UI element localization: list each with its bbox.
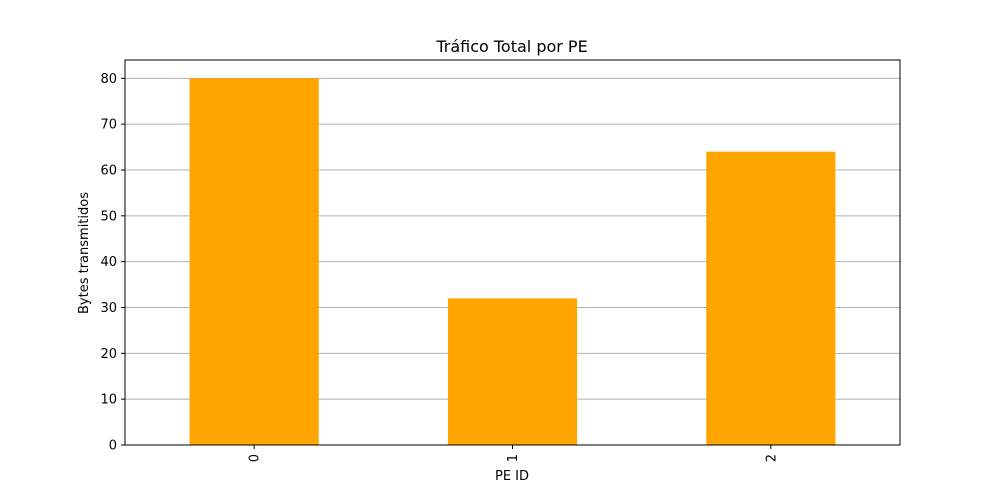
- y-tick-label: 0: [109, 439, 117, 454]
- bar-pe-2: [706, 151, 836, 445]
- bar-pe-1: [447, 298, 578, 445]
- x-tick-label: 1: [506, 454, 521, 462]
- y-axis-label: Bytes transmitidos: [77, 192, 92, 314]
- y-tick-label: 20: [100, 347, 117, 362]
- y-axis-ticks: 0 10 20 30 40 50 60 70 80: [100, 72, 125, 454]
- bars: [189, 78, 836, 445]
- y-tick-label: 40: [100, 255, 117, 270]
- x-axis-label: PE ID: [495, 469, 529, 484]
- y-tick-label: 60: [100, 164, 117, 179]
- x-tick-label: 2: [764, 454, 779, 462]
- y-tick-label: 10: [100, 393, 117, 408]
- bar-pe-0: [189, 78, 319, 445]
- y-tick-label: 80: [100, 72, 117, 87]
- x-tick-label: 0: [248, 454, 263, 462]
- y-tick-label: 70: [100, 118, 117, 133]
- y-tick-label: 30: [100, 301, 117, 316]
- chart-title: Tráfico Total por PE: [435, 37, 587, 56]
- x-axis-ticks: 0 1 2: [248, 445, 779, 462]
- y-tick-label: 50: [100, 209, 117, 224]
